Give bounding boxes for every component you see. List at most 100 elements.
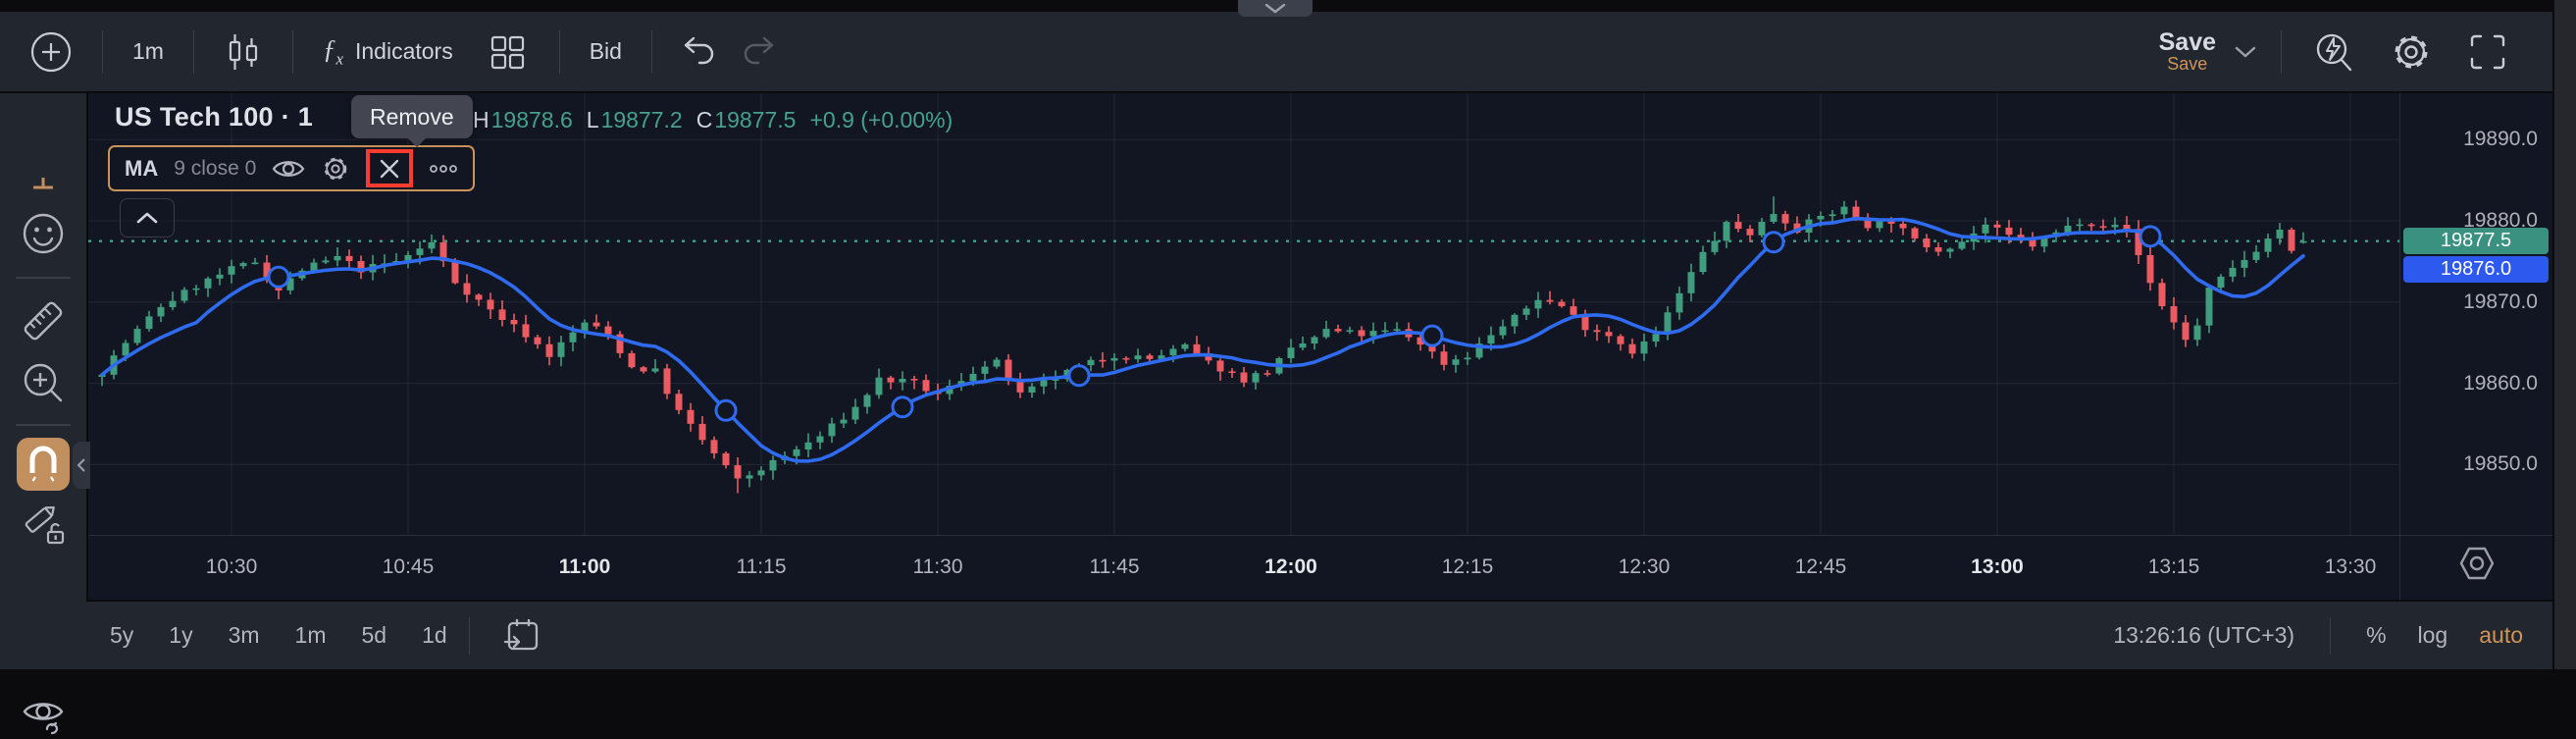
indicators-button[interactable]: ƒx Indicators	[307, 22, 469, 82]
sidebar-collapse-handle[interactable]	[73, 442, 90, 489]
range-button-1d[interactable]: 1d	[422, 622, 447, 648]
top-toolbar: 1m ƒx Indicators	[0, 12, 2552, 93]
save-sub-label: Save	[2167, 54, 2208, 75]
ma-indicator-legend[interactable]: MA 9 close 0	[108, 145, 476, 191]
collapse-chevron-icon	[77, 458, 85, 472]
divider	[291, 29, 293, 74]
magnet-tool-button[interactable]	[17, 438, 70, 491]
divider	[468, 616, 470, 655]
divider	[2330, 616, 2332, 655]
chevron-down-icon	[1264, 3, 1286, 14]
time-tick-label: 10:45	[382, 555, 435, 578]
divider	[558, 29, 560, 74]
price-axis-pane: 19890.0 19880.0 19870.0 19860.0 19850.0 19877…	[2399, 93, 2553, 600]
measure-tool-button[interactable]	[0, 297, 86, 344]
ma-anchor-handles[interactable]	[267, 225, 2162, 422]
redo-button[interactable]	[729, 22, 792, 82]
emoji-tool-button[interactable]	[0, 211, 86, 256]
bid-price-badge: 19876.0	[2403, 256, 2549, 284]
candlestick-chart[interactable]	[88, 93, 2399, 535]
divider	[16, 277, 71, 279]
ma-visibility-button[interactable]	[272, 157, 305, 181]
layout-grid-button[interactable]	[469, 22, 545, 82]
divider	[2281, 29, 2282, 74]
main-area: US Tech 100 · 1 H 19878.6 L 19877.2 C 19877.5…	[0, 93, 2553, 735]
flash-search-icon	[2316, 33, 2352, 71]
gear-icon	[2395, 35, 2428, 68]
ohlc-pair: C 19877.5	[696, 107, 797, 132]
range-button-1y[interactable]: 1y	[169, 622, 193, 648]
chart-pane[interactable]: US Tech 100 · 1 H 19878.6 L 19877.2 C 19877.5…	[88, 93, 2399, 600]
time-tick-label: 13:30	[2324, 555, 2377, 578]
undo-icon	[684, 36, 714, 64]
time-tick-label: 12:00	[1264, 555, 1317, 578]
range-button-5y[interactable]: 5y	[110, 622, 134, 648]
time-tick-label: 11:30	[912, 555, 963, 578]
chart-style-button[interactable]	[208, 22, 279, 82]
time-tick-label: 11:45	[1089, 555, 1140, 578]
grid-layout-icon	[490, 35, 524, 69]
legend-collapse-button[interactable]	[120, 198, 175, 238]
bottom-toolbar: 5y 1y 3m 1m 5d 1d 13:26:16 (UTC+3) % log auto	[0, 602, 2552, 669]
close-icon	[381, 159, 399, 178]
zoom-in-tool-button[interactable]	[0, 360, 86, 405]
ma-params: 9 close 0	[174, 156, 257, 180]
bid-button[interactable]: Bid	[574, 22, 638, 82]
candles-layer	[98, 196, 2307, 494]
drawing-mode-lock-button[interactable]	[0, 500, 86, 547]
time-tick-label: 11:15	[736, 555, 787, 578]
ma-settings-button[interactable]	[321, 154, 350, 184]
ma-remove-button[interactable]	[366, 149, 414, 187]
range-button-5d[interactable]: 5d	[361, 622, 387, 648]
ohlc-pair: L 19877.2	[586, 107, 683, 132]
chevron-up-icon	[136, 212, 158, 224]
settings-button[interactable]	[2372, 22, 2450, 82]
change-value: +0.9 (+0.00%)	[809, 107, 953, 132]
go-to-date-icon	[503, 618, 538, 650]
add-symbol-button[interactable]	[14, 22, 88, 82]
time-axis[interactable]: 10:30 10:45 11:00 11:15 11:30 11:45 12:00 12:15…	[88, 535, 2399, 600]
bid-label: Bid	[589, 38, 622, 64]
price-tick-label: 19860.0	[2463, 371, 2538, 395]
ma-more-button[interactable]	[429, 164, 458, 174]
hide-drawings-button[interactable]	[0, 692, 86, 739]
session-clock[interactable]: 13:26:16 (UTC+3)	[2113, 622, 2295, 648]
log-scale-button[interactable]: log	[2417, 622, 2448, 648]
price-tick-label: 19850.0	[2463, 452, 2538, 476]
ohlc-pair: H 19878.6	[473, 107, 573, 132]
auto-scale-button[interactable]: auto	[2479, 622, 2523, 648]
time-tick-label: 13:15	[2147, 555, 2200, 578]
percent-scale-button[interactable]: %	[2366, 622, 2387, 648]
ma-line[interactable]	[100, 216, 2305, 463]
fullscreen-icon	[2470, 34, 2505, 69]
time-tick-label: 11:00	[558, 555, 611, 578]
range-button-3m[interactable]: 3m	[228, 622, 260, 648]
plus-icon	[30, 31, 72, 72]
fx-icon: ƒx	[322, 33, 343, 69]
divider	[650, 29, 652, 74]
active-tool-partial-icon[interactable]	[0, 178, 86, 193]
quick-search-button[interactable]	[2295, 22, 2372, 82]
redo-icon	[744, 36, 774, 64]
emoji-icon	[23, 213, 64, 254]
magnet-icon	[29, 446, 57, 482]
go-to-date-button[interactable]	[491, 606, 552, 666]
save-label: Save	[2158, 27, 2216, 56]
time-tick-label: 10:30	[205, 555, 258, 578]
indicators-label: Indicators	[355, 38, 453, 64]
fullscreen-button[interactable]	[2450, 22, 2525, 82]
save-menu-button[interactable]	[2224, 22, 2267, 82]
save-button[interactable]: Save Save	[2151, 29, 2224, 74]
undo-button[interactable]	[666, 22, 729, 82]
range-button-1m[interactable]: 1m	[294, 622, 327, 648]
eye-icon	[272, 160, 305, 177]
hexagon-settings-icon[interactable]	[2455, 542, 2499, 585]
candles-style-icon	[229, 33, 258, 70]
eye-icon	[23, 703, 64, 735]
interval-button[interactable]: 1m	[117, 22, 180, 82]
scrollbar[interactable]	[2552, 0, 2576, 669]
symbol-title[interactable]: US Tech 100 · 1	[115, 102, 314, 132]
price-axis[interactable]: 19890.0 19880.0 19870.0 19860.0 19850.0 19877…	[2400, 93, 2553, 535]
remove-tooltip: Remove	[351, 95, 473, 147]
collapse-header-tab[interactable]	[1238, 0, 1313, 17]
